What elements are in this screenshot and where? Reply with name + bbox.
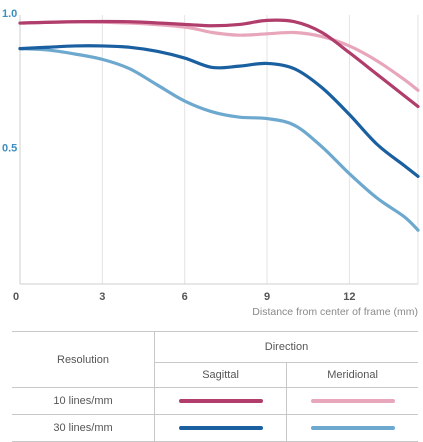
resolution-row-label: 10 lines/mm bbox=[12, 387, 155, 415]
legend-swatch-10-sagittal bbox=[153, 387, 287, 415]
y-tick-labels: 0.5 1.0 bbox=[2, 8, 17, 155]
legend-swatch-10-meridional bbox=[286, 387, 418, 415]
x-axis-label: Distance from center of frame (mm) bbox=[252, 306, 418, 318]
sagittal-header: Sagittal bbox=[153, 362, 287, 388]
legend-swatch-line bbox=[178, 426, 263, 431]
x-tick-label: 6 bbox=[182, 291, 188, 303]
x-tick-label: 9 bbox=[264, 291, 270, 303]
meridional-header: Meridional bbox=[286, 362, 418, 388]
legend-swatch-30-meridional bbox=[286, 414, 418, 442]
x-tick-labels: 0 3 6 9 12 bbox=[13, 291, 356, 303]
resolution-row-label: 30 lines/mm bbox=[12, 414, 155, 442]
series-line-0 bbox=[18, 18, 420, 109]
legend-swatch-line bbox=[310, 426, 395, 431]
legend-swatch-30-sagittal bbox=[153, 414, 287, 442]
series-line-2 bbox=[18, 44, 420, 178]
mtf-chart: 0.5 1.0 0 3 6 9 12 Distance from center of fr… bbox=[2, 8, 420, 318]
resolution-header: Resolution bbox=[12, 331, 155, 388]
legend-swatch-line bbox=[178, 399, 263, 404]
axes bbox=[19, 15, 418, 285]
x-tick-label: 3 bbox=[99, 291, 105, 303]
legend-table: Resolution Direction Sagittal Meridional… bbox=[12, 331, 418, 442]
series-line-3 bbox=[18, 47, 420, 232]
direction-header: Direction bbox=[154, 331, 418, 363]
x-tick-label: 0 bbox=[13, 291, 19, 303]
legend-swatch-line bbox=[310, 399, 395, 404]
x-tick-label: 12 bbox=[343, 291, 355, 303]
y-tick-label: 1.0 bbox=[2, 8, 17, 20]
series-lines bbox=[18, 18, 420, 232]
y-tick-label: 0.5 bbox=[2, 143, 17, 155]
